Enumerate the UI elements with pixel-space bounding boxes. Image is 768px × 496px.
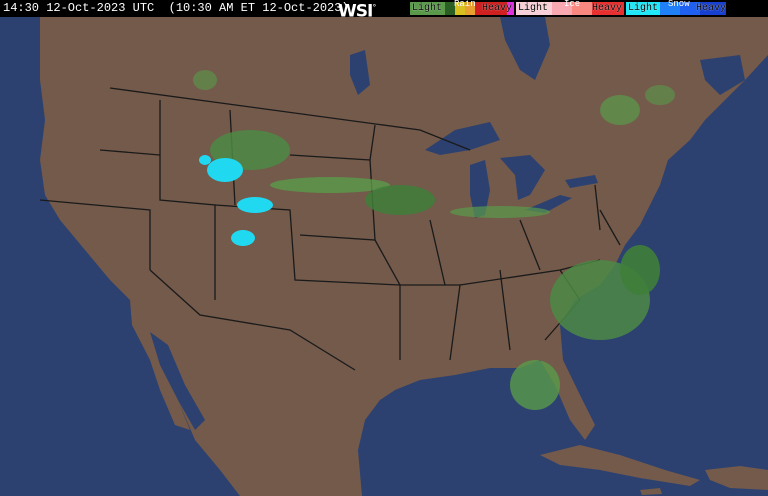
- rain-label: Rain: [454, 0, 476, 9]
- lake-winnipeg: [350, 50, 370, 95]
- jamaica: [640, 488, 662, 495]
- lake-superior: [425, 122, 500, 155]
- rain-heavy-label: Heavy: [482, 3, 513, 14]
- wsi-logo: WSI°: [338, 1, 376, 22]
- rain-light-label: Light: [412, 3, 443, 14]
- st-lawrence-gulf: [700, 55, 745, 95]
- snow-echo: [237, 197, 273, 213]
- timestamp: 14:30 12-Oct-2023 UTC (10:30 AM ET 12-Oc…: [3, 1, 349, 15]
- snow-heavy-label: Heavy: [696, 3, 727, 14]
- ice-label: Ice: [564, 0, 581, 9]
- gulf-of-california: [150, 332, 205, 430]
- cuba: [540, 445, 700, 486]
- lake-ontario: [565, 175, 598, 188]
- snow-echo: [231, 230, 255, 246]
- precipitation-echoes: [193, 70, 675, 410]
- hispaniola: [705, 466, 768, 490]
- rain-echo: [510, 360, 560, 410]
- snow-echo: [207, 158, 243, 182]
- rain-echo: [450, 206, 550, 218]
- rain-echo: [645, 85, 675, 105]
- rain-echo: [600, 95, 640, 125]
- snow-label: Snow: [668, 0, 690, 9]
- rain-echo: [193, 70, 217, 90]
- snow-echo: [199, 155, 211, 165]
- rain-echo: [620, 245, 660, 295]
- snow-light-label: Light: [628, 3, 659, 14]
- legend-rain: Light Rain Heavy: [410, 0, 514, 15]
- header-bar: 14:30 12-Oct-2023 UTC (10:30 AM ET 12-Oc…: [0, 0, 768, 20]
- legend-ice: Light Ice Heavy: [516, 0, 624, 15]
- lake-michigan: [470, 160, 490, 218]
- rain-echo: [365, 185, 435, 215]
- legend-snow: Light Snow Heavy: [626, 0, 727, 15]
- ice-heavy-label: Heavy: [592, 3, 623, 14]
- james-bay: [500, 17, 550, 80]
- ice-light-label: Light: [518, 3, 549, 14]
- rain-echo: [270, 177, 390, 193]
- lake-huron: [500, 155, 545, 200]
